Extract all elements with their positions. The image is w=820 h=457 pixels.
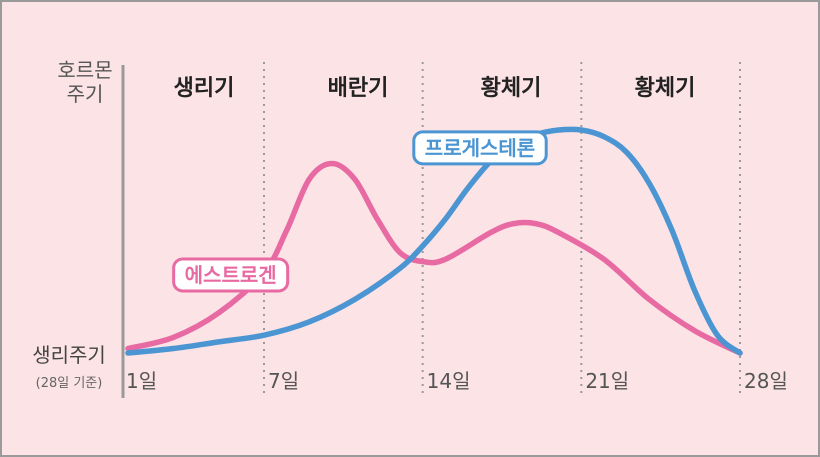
y-axis-label-line1: 호르몬 xyxy=(57,58,112,82)
x-tick-label: 28일 xyxy=(744,369,788,393)
x-tick-label: 1일 xyxy=(126,369,157,393)
phase-label-menstrual: 생리기 xyxy=(174,76,235,101)
estrogen-badge: 에스트로겐 xyxy=(172,257,290,293)
phase-label-ovulation: 배란기 xyxy=(328,76,389,101)
progesterone-badge: 프로게스테론 xyxy=(412,130,548,166)
x-tick-label: 21일 xyxy=(585,369,629,393)
x-tick-label: 7일 xyxy=(268,369,299,393)
phase-label-luteal-2: 황체기 xyxy=(635,76,696,101)
x-tick-label: 14일 xyxy=(427,369,471,393)
svg-text:프로게스테론: 프로게스테론 xyxy=(425,136,535,160)
y-axis-label-line2: 주기 xyxy=(67,82,104,106)
svg-text:에스트로겐: 에스트로겐 xyxy=(185,263,277,287)
phase-label-luteal-1: 황체기 xyxy=(481,76,542,101)
x-axis-label: 생리주기 xyxy=(32,343,106,367)
x-axis-sublabel: (28일 기준) xyxy=(36,376,103,391)
